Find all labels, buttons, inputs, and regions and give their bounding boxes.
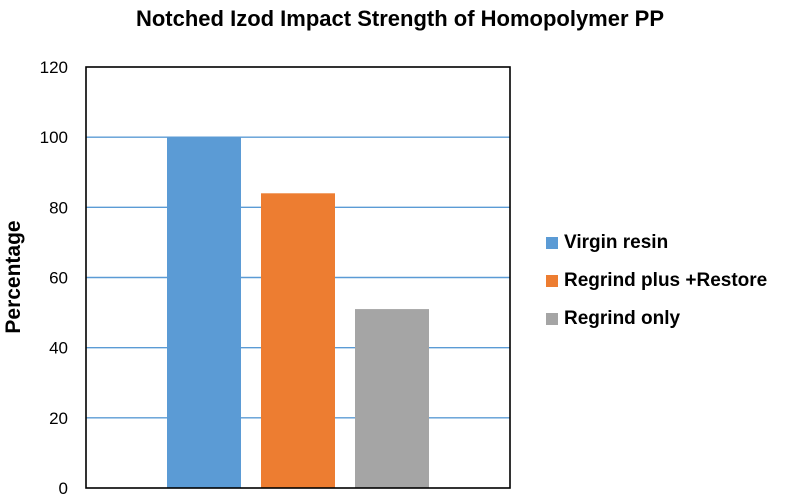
legend-swatch (546, 237, 558, 249)
bars (167, 137, 429, 489)
legend-label: Regrind only (564, 308, 681, 329)
y-tick-label: 80 (49, 198, 68, 217)
plot-border (85, 66, 511, 489)
legend-item: Regrind plus +Restore (546, 262, 767, 300)
bar-virgin-resin (167, 137, 241, 488)
legend: Virgin resin Regrind plus +Restore Regrind… (546, 224, 767, 338)
y-tick-label: 0 (59, 479, 68, 498)
chart-title: Notched Izod Impact Strength of Homopoly… (135, 6, 665, 31)
bar-regrind-plus-restore (261, 193, 335, 489)
plot-frame (85, 66, 511, 489)
y-tick-label: 120 (40, 58, 68, 77)
y-tick-label: 60 (49, 269, 68, 288)
legend-label: Regrind plus +Restore (564, 270, 768, 291)
legend-label: Virgin resin (564, 232, 669, 253)
bar-regrind-only (355, 309, 429, 488)
y-tick-labels: 0 20 40 60 80 100 120 (40, 58, 68, 498)
y-tick-label: 40 (49, 339, 68, 358)
legend-swatch (546, 275, 558, 287)
legend-item: Regrind only (546, 300, 767, 338)
legend-swatch (546, 313, 558, 325)
y-tick-label: 100 (40, 128, 68, 147)
y-tick-label: 20 (49, 409, 68, 428)
legend-item: Virgin resin (546, 224, 767, 262)
